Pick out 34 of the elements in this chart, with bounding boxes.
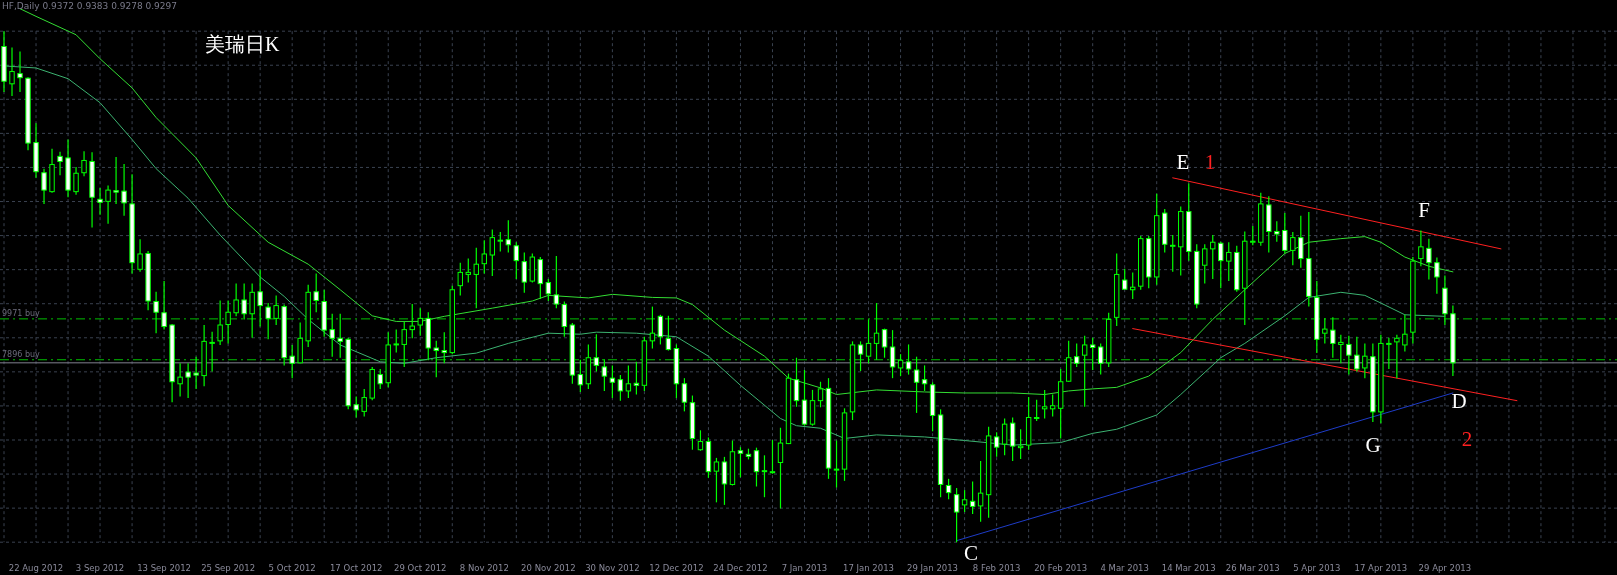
x-tick-label: 13 Sep 2012 xyxy=(137,563,192,573)
x-tick-label: 26 Mar 2013 xyxy=(1225,563,1280,573)
x-tick-label: 17 Apr 2013 xyxy=(1354,563,1408,573)
annotation: C xyxy=(963,541,979,565)
x-tick-label: 17 Jan 2013 xyxy=(843,563,895,573)
text: HF,Daily 0.9372 0.9383 0.9278 0.9297 xyxy=(2,1,177,11)
annotation: E xyxy=(1176,150,1190,174)
x-tick-label: 20 Feb 2013 xyxy=(1034,563,1088,573)
x-tick-label: 29 Jan 2013 xyxy=(907,563,959,573)
x-tick-label: 30 Nov 2012 xyxy=(585,563,640,573)
annotation: 1 xyxy=(1204,150,1216,174)
x-tick-label: 5 Oct 2012 xyxy=(268,563,316,573)
x-tick-label: 4 Mar 2013 xyxy=(1100,563,1149,573)
chart-title: 美瑞日K xyxy=(205,33,280,55)
x-tick-label: 12 Dec 2012 xyxy=(649,563,704,573)
x-tick-label: 29 Apr 2013 xyxy=(1418,563,1472,573)
annotation: 2 xyxy=(1461,427,1473,451)
x-tick-label: 25 Sep 2012 xyxy=(201,563,256,573)
ref-line-label: 9971 buy xyxy=(2,308,41,318)
x-tick-label: 8 Feb 2013 xyxy=(972,563,1021,573)
x-tick-label: 29 Oct 2012 xyxy=(393,563,447,573)
annotation: D xyxy=(1451,389,1467,413)
x-tick-label: 3 Sep 2012 xyxy=(75,563,125,573)
annotation: F xyxy=(1418,198,1430,222)
x-tick-label: 7 Jan 2013 xyxy=(781,563,828,573)
x-tick-label: 20 Nov 2012 xyxy=(521,563,576,573)
x-tick-label: 24 Dec 2012 xyxy=(713,563,768,573)
annotation: G xyxy=(1365,433,1381,457)
x-tick-label: 14 Mar 2013 xyxy=(1161,563,1216,573)
x-tick-label: 8 Nov 2012 xyxy=(459,563,509,573)
ref-line-label: 7896 buy xyxy=(2,349,41,359)
x-tick-label: 17 Oct 2012 xyxy=(329,563,383,573)
x-tick-label: 5 Apr 2013 xyxy=(1293,563,1341,573)
x-tick-label: 22 Aug 2012 xyxy=(8,563,64,573)
